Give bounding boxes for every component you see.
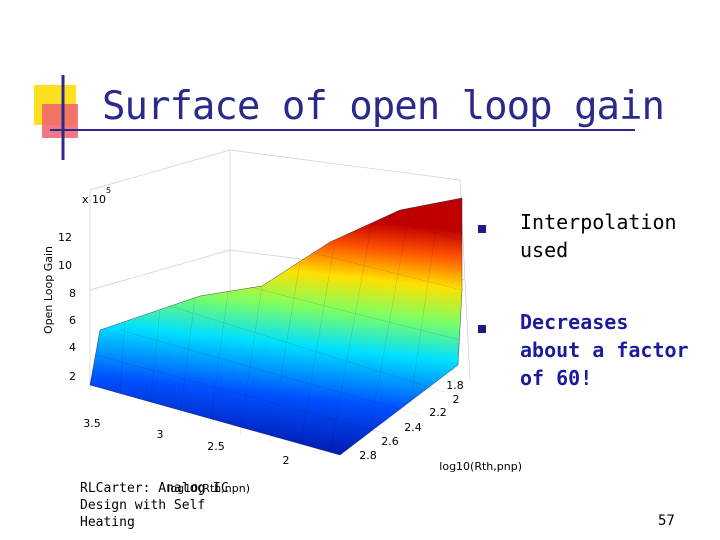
z-tick-label: 6 (69, 314, 76, 327)
x-tick-label: 3 (157, 428, 164, 441)
surface (89, 197, 463, 456)
z-tick-label: 12 (58, 231, 72, 244)
y-axis-label: log10(Rth,pnp) (439, 460, 522, 473)
bullet: Interpolation used (520, 210, 677, 262)
z-axis-label: Open Loop Gain (42, 246, 55, 334)
surface-mesh (95, 200, 463, 454)
bullet-marker (478, 225, 486, 233)
footer-line: Heating (80, 515, 135, 530)
x-tick-label: 2.5 (207, 440, 225, 453)
x-axis-label: log10(Rth,npn) (167, 482, 250, 495)
y-tick-label: 2 (453, 393, 460, 406)
page-number: 57 (658, 513, 675, 529)
z-tick-label: 4 (69, 341, 76, 354)
bullet-marker (478, 325, 486, 333)
y-tick-label: 2.6 (381, 435, 399, 448)
footer-line: RLCarter: Analog IC (80, 481, 229, 496)
y-tick-label: 2.4 (404, 421, 422, 434)
footer: RLCarter: Analog IC Design with Self Heati… (80, 480, 229, 531)
exponent: 5 (106, 186, 111, 195)
bullet: Decreases about a factor of 60! (520, 310, 689, 390)
z-tick-label: 10 (58, 259, 72, 272)
y-tick-label: 1.8 (446, 379, 464, 392)
x-tick-label: 3.5 (83, 417, 101, 430)
y-tick-label: 2.2 (429, 406, 447, 419)
title: Surface of open loop gain (102, 84, 665, 129)
z-tick-label: 2 (69, 370, 76, 383)
x-tick-label: 2 (283, 454, 290, 467)
y-tick-label: 2.8 (359, 449, 377, 462)
multiplier: x 10 (82, 193, 106, 206)
z-tick-label: 8 (69, 287, 76, 300)
footer-line: Design with Self (80, 498, 206, 513)
decor-square (42, 104, 78, 138)
